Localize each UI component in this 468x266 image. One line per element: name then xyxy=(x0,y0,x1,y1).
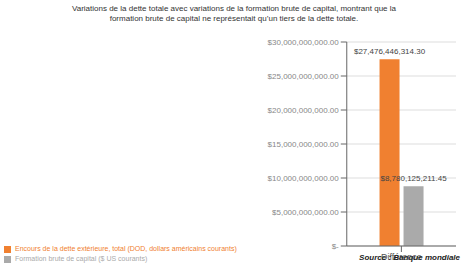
html-text:Encours de la dette extérieure: Encours de la dette extérieure, total (D… xyxy=(15,245,237,252)
html-text:Variations de la dette totale: Variations de la dette totale avec varia… xyxy=(72,4,396,23)
svg-text:$15,000,000,000.00: $15,000,000,000.00 xyxy=(268,140,340,149)
html-text:Source : Banque mondiale: Source : Banque mondiale xyxy=(359,253,460,262)
svg-text:$25,000,000,000.00: $25,000,000,000.00 xyxy=(268,72,340,81)
svg-text:$5,000,000,000.00: $5,000,000,000.00 xyxy=(272,208,339,217)
svg-text:$30,000,000,000.00: $30,000,000,000.00 xyxy=(268,38,340,47)
html-text:Formation brute de capital ($: Formation brute de capital ($ US courant… xyxy=(15,255,148,262)
svg-text:$-: $- xyxy=(332,242,339,251)
svg-text:$8,780,125,211.45: $8,780,125,211.45 xyxy=(380,174,447,183)
svg-text:$20,000,000,000.00: $20,000,000,000.00 xyxy=(268,106,340,115)
svg-text:$10,000,000,000.00: $10,000,000,000.00 xyxy=(268,174,340,183)
svg-text:$27,476,446,314.30: $27,476,446,314.30 xyxy=(354,47,426,56)
